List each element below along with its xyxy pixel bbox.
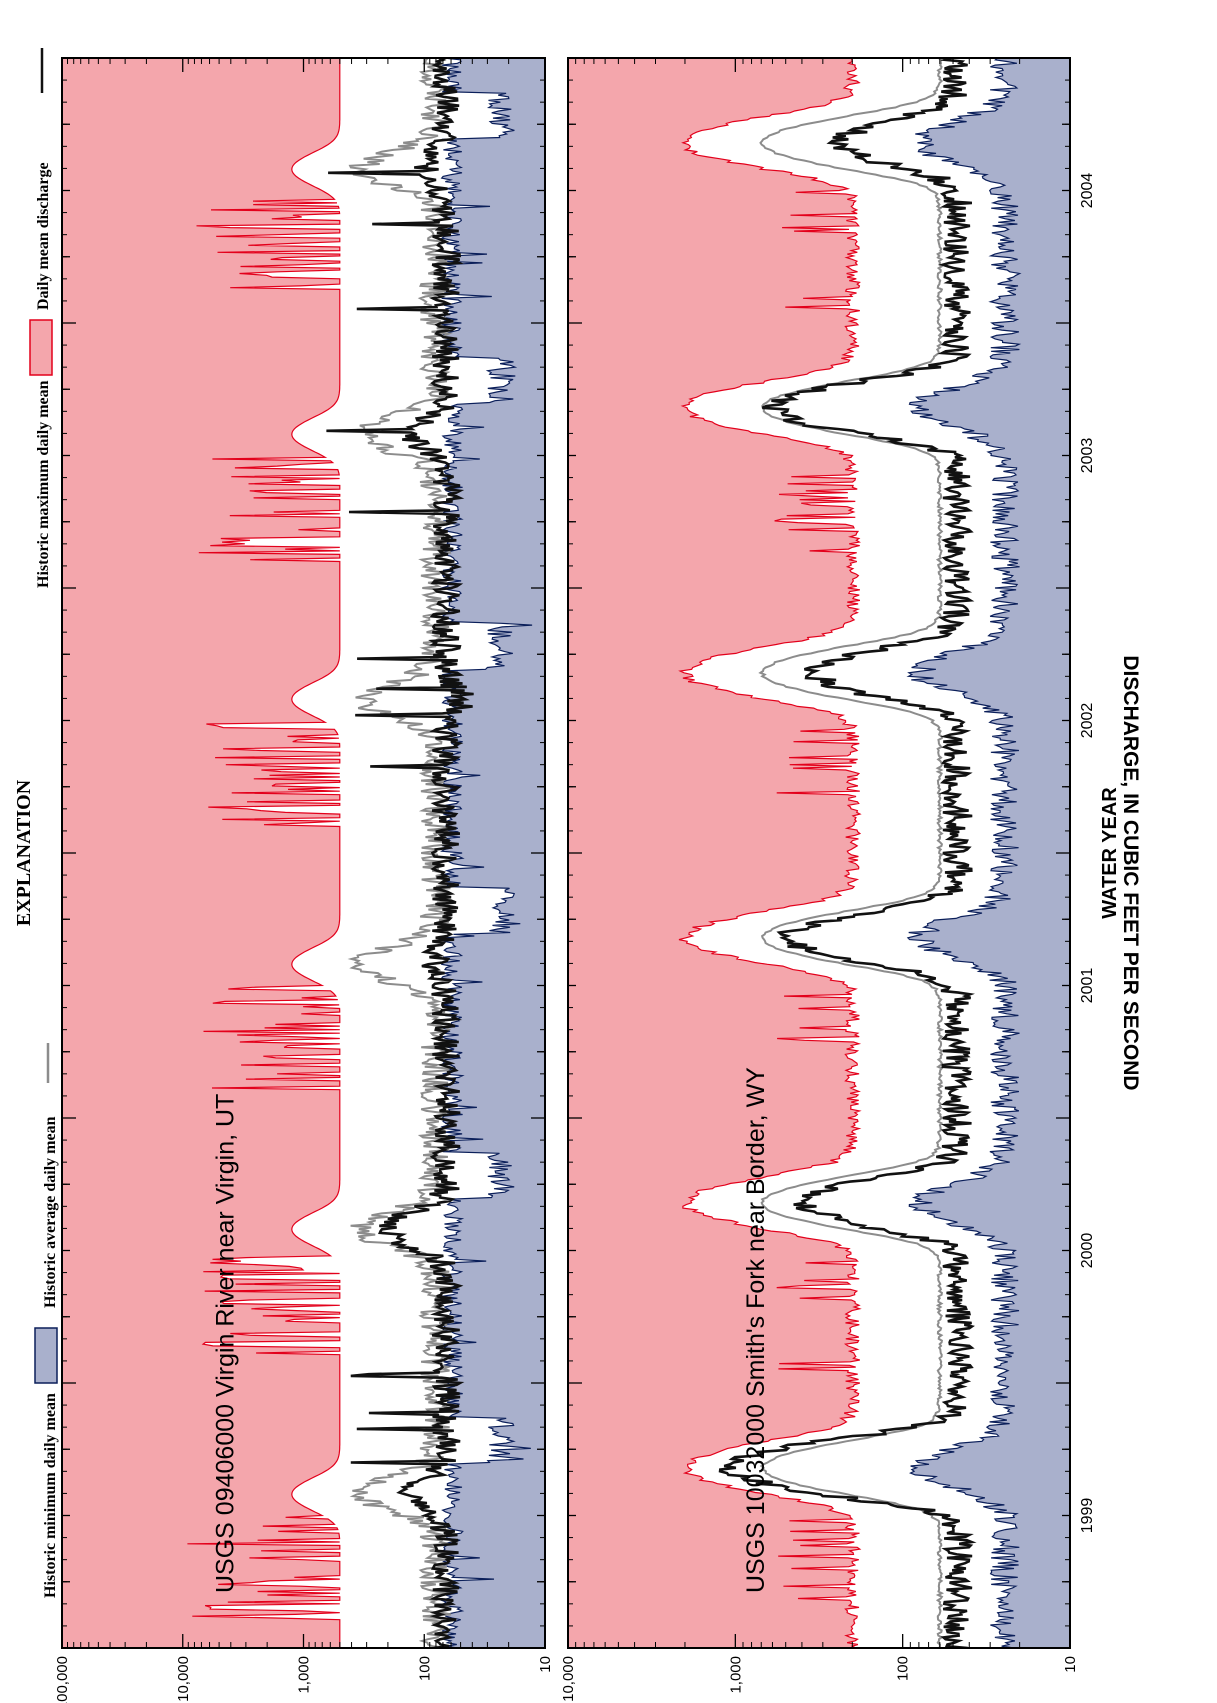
panel-virgin-river: 10 100 1,000 10,000 100,000 USGS 09406000 Vir… — [54, 57, 554, 1703]
legend-label-historic-min: Historic minimum daily mean — [42, 1393, 59, 1598]
y-tick-label: 1,000 — [296, 1656, 313, 1694]
legend-label-historic-max: Historic maximum daily mean — [35, 380, 52, 588]
historic-max-area — [568, 58, 860, 1648]
panel-title: USGS 09406000 Virgin River near Virgin, … — [212, 1094, 240, 1593]
y-tick-label: 100,000 — [54, 1656, 71, 1703]
daily-mean-line — [718, 58, 977, 1648]
legend-label-historic-average: Historic average daily mean — [42, 1116, 59, 1308]
historic-min-area — [441, 58, 545, 1648]
daily-mean-line — [326, 58, 474, 1648]
y-tick-label: 10 — [1062, 1656, 1079, 1673]
y-tick-label: 10,000 — [175, 1656, 192, 1702]
historic-min-area — [907, 58, 1070, 1648]
x-tick-label: 2003 — [1079, 438, 1096, 474]
plot-area — [62, 58, 545, 1648]
historic-min-line — [906, 58, 1022, 1648]
legend-item-historic-max: Historic maximum daily mean — [29, 319, 53, 588]
plot-area — [568, 58, 1070, 1648]
panel-smiths-fork: 10 100 1,000 10,000 1999 2000 2001 2002 2003 2004… — [560, 57, 1096, 1702]
x-tick-label: 2004 — [1079, 173, 1096, 209]
x-axis-title: WATER YEAR — [1099, 787, 1121, 919]
y-tick-label: 1,000 — [727, 1656, 744, 1694]
historic-max-area — [62, 58, 340, 1648]
legend-item-historic-min: Historic minimum daily mean — [34, 1327, 59, 1598]
y-tick-label: 10,000 — [560, 1656, 577, 1702]
historic-max-line — [187, 58, 341, 1648]
y-axis-title: DISCHARGE, IN CUBIC FEET PER SECOND — [1119, 655, 1142, 1090]
historic-max-line — [678, 58, 862, 1648]
panel-title: USGS 10032000 Smith's Fork near Border, … — [742, 1067, 770, 1593]
legend-title: EXPLANATION — [13, 779, 35, 926]
x-tick-label: 2002 — [1079, 703, 1096, 739]
y-tick-label: 100 — [416, 1656, 433, 1681]
historic-average-line — [758, 58, 945, 1648]
legend-item-historic-average: Historic average daily mean — [42, 1043, 59, 1308]
y-tick-label: 10 — [537, 1656, 554, 1673]
x-tick-label: 2000 — [1079, 1233, 1096, 1269]
legend-label-daily-mean: Daily mean discharge — [35, 162, 52, 310]
x-tick-label: 2001 — [1079, 968, 1096, 1004]
y-tick-label: 100 — [895, 1656, 912, 1681]
legend-item-daily-mean: Daily mean discharge — [35, 48, 52, 310]
legend: EXPLANATION Daily mean discharge Histori… — [13, 48, 59, 1598]
x-tick-label: 1999 — [1079, 1498, 1096, 1534]
